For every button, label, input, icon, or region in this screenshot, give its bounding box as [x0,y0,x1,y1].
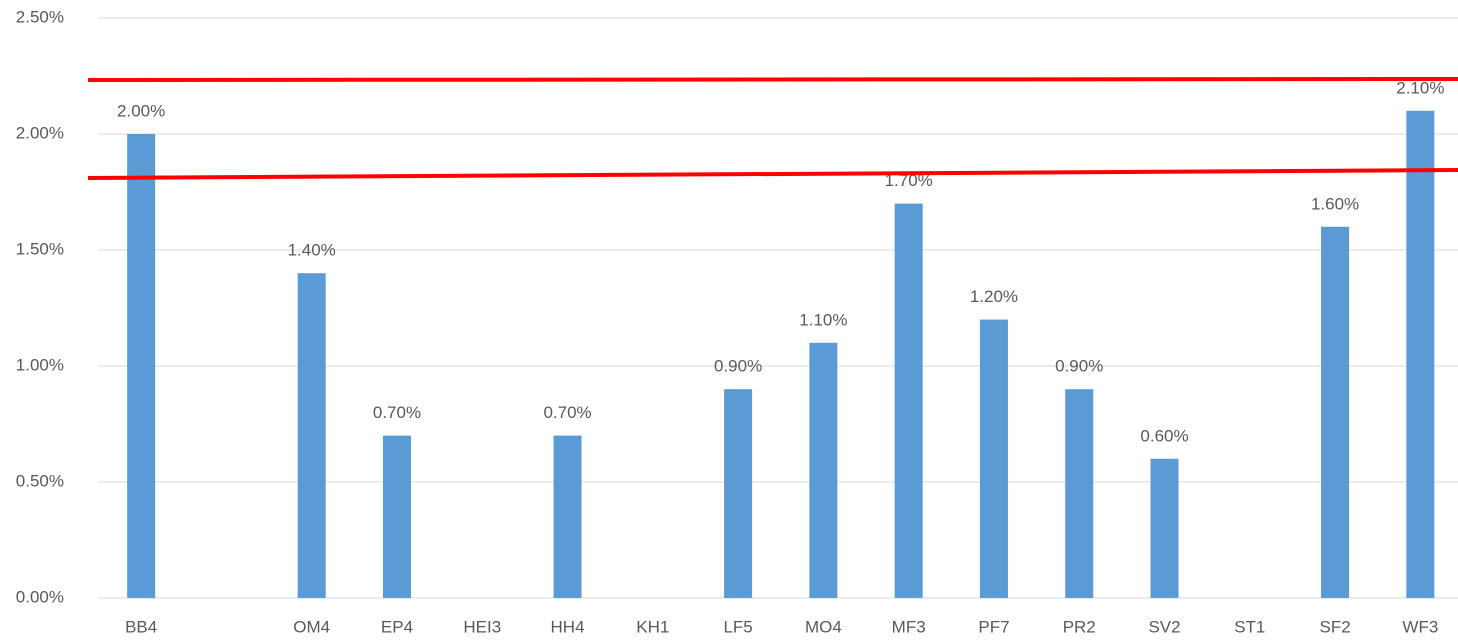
y-tick-label: 2.50% [16,7,64,26]
x-tick-label: LF5 [723,617,752,636]
x-tick-label: BB4 [125,617,157,636]
bar [1406,110,1435,599]
y-tick-label: 2.00% [16,123,64,142]
bar [297,273,326,598]
data-label: 0.70% [543,403,591,422]
x-tick-label: MO4 [805,617,842,636]
bar [1065,389,1094,598]
x-tick-label: PF7 [978,617,1009,636]
bar [1150,458,1179,598]
bar [894,203,923,598]
data-label: 2.10% [1396,78,1444,97]
y-tick-label: 0.00% [16,587,64,606]
x-tick-label: ST1 [1234,617,1265,636]
x-tick-label: SV2 [1148,617,1180,636]
data-label: 2.00% [117,101,165,120]
data-label: 1.40% [288,241,336,260]
data-label: 0.70% [373,403,421,422]
y-tick-label: 0.50% [16,471,64,490]
bar [724,389,753,598]
x-tick-label: KH1 [636,617,669,636]
red-line [87,77,1458,82]
data-label: 0.90% [714,357,762,376]
data-label: 0.60% [1140,426,1188,445]
x-tick-label: OM4 [293,617,330,636]
x-tick-label: MF3 [892,617,926,636]
x-tick-label: HH4 [551,617,585,636]
red-line [87,168,1458,180]
bar [979,319,1008,598]
y-tick-label: 1.50% [16,239,64,258]
plot: 0.00% 0.50% 1.00% 1.50% 2.00% 2.50% BB4 2.00% OM… [16,7,1458,636]
x-tick-label: WF3 [1402,617,1438,636]
x-tick-label: SF2 [1319,617,1350,636]
bar [553,435,582,598]
data-label: 1.10% [799,310,847,329]
x-tick-label: HEI3 [463,617,501,636]
bar [127,134,156,598]
x-tick-label: PR2 [1063,617,1096,636]
y-tick-label: 1.00% [16,355,64,374]
x-tick-label: EP4 [381,617,413,636]
data-label: 0.90% [1055,357,1103,376]
bar [1321,226,1350,599]
bar [382,435,411,598]
data-label: 1.20% [970,287,1018,306]
bar [809,342,838,598]
data-label: 1.70% [885,171,933,190]
data-label: 1.60% [1311,194,1359,213]
